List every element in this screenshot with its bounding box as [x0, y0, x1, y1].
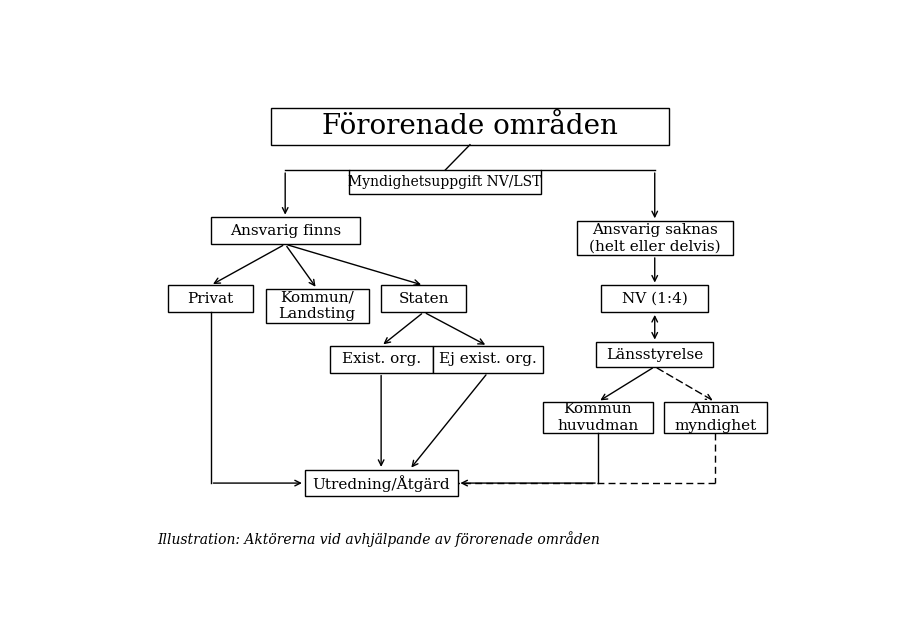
FancyBboxPatch shape	[304, 470, 458, 496]
FancyBboxPatch shape	[349, 170, 541, 195]
FancyBboxPatch shape	[433, 346, 543, 373]
FancyBboxPatch shape	[266, 289, 369, 323]
Text: Ansvarig saknas
(helt eller delvis): Ansvarig saknas (helt eller delvis)	[589, 223, 721, 253]
Text: Exist. org.: Exist. org.	[341, 352, 421, 367]
FancyBboxPatch shape	[271, 108, 669, 145]
Text: Kommun
huvudman: Kommun huvudman	[558, 403, 638, 433]
Text: NV (1:4): NV (1:4)	[622, 292, 688, 306]
Text: Ansvarig finns: Ansvarig finns	[229, 224, 341, 238]
FancyBboxPatch shape	[168, 285, 253, 312]
Text: Utredning/Åtgärd: Utredning/Åtgärd	[313, 474, 450, 491]
FancyBboxPatch shape	[329, 346, 433, 373]
Text: Annan
myndighet: Annan myndighet	[674, 403, 757, 433]
Text: Ej exist. org.: Ej exist. org.	[439, 352, 536, 367]
FancyBboxPatch shape	[543, 402, 653, 433]
Text: Privat: Privat	[187, 292, 234, 306]
FancyBboxPatch shape	[602, 285, 708, 312]
FancyBboxPatch shape	[211, 217, 359, 244]
FancyBboxPatch shape	[577, 221, 733, 255]
Text: Kommun/
Landsting: Kommun/ Landsting	[279, 291, 356, 321]
FancyBboxPatch shape	[664, 402, 767, 433]
Text: Länsstyrelse: Länsstyrelse	[606, 348, 703, 362]
FancyBboxPatch shape	[381, 285, 467, 312]
Text: Myndighetsuppgift NV/LST: Myndighetsuppgift NV/LST	[348, 175, 542, 190]
Text: Illustration: Aktörerna vid avhjälpande av förorenade områden: Illustration: Aktörerna vid avhjälpande …	[158, 531, 600, 547]
Text: Staten: Staten	[399, 292, 449, 306]
FancyBboxPatch shape	[596, 343, 713, 367]
Text: Förorenade områden: Förorenade områden	[322, 113, 618, 140]
